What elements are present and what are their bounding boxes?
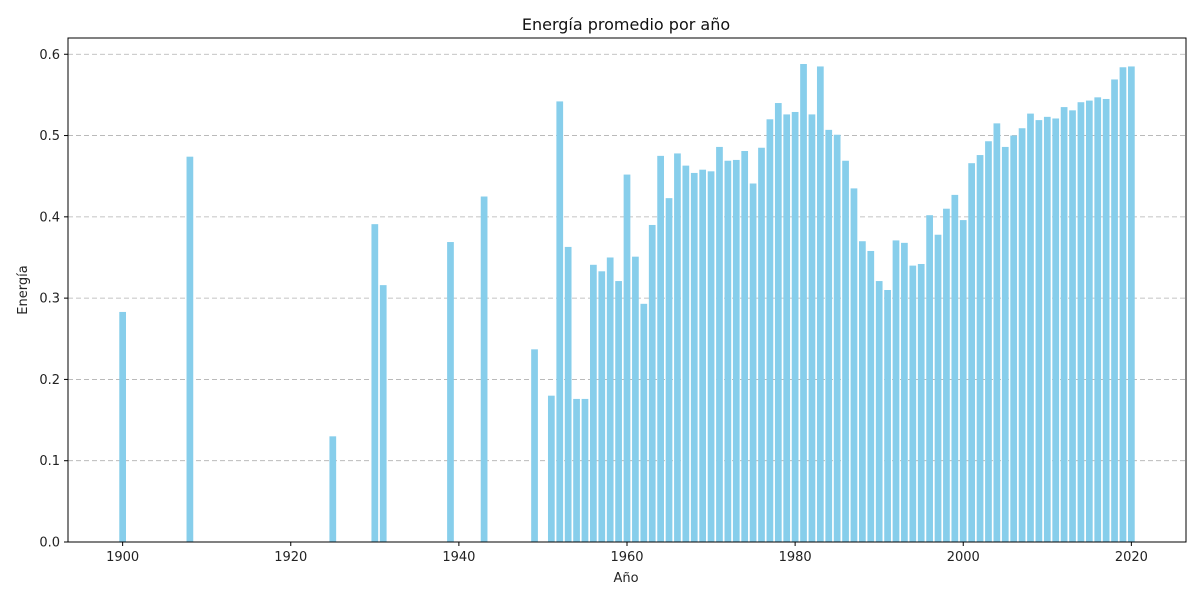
x-tick-label: 1940 (442, 550, 475, 565)
bar (1018, 128, 1026, 543)
y-tick-label: 0.2 (39, 373, 60, 388)
bar (615, 281, 622, 542)
bar (632, 256, 639, 542)
bar (758, 147, 765, 542)
bar (623, 174, 631, 542)
bar (774, 103, 782, 542)
bar (884, 290, 891, 542)
bar (447, 242, 454, 543)
bar (1094, 97, 1102, 543)
bar (901, 242, 908, 542)
bar (665, 198, 673, 542)
bar (648, 224, 656, 542)
x-tick-label: 1920 (274, 550, 307, 565)
bar (766, 119, 774, 543)
bar (917, 263, 925, 542)
bar (816, 66, 824, 543)
bar (119, 311, 127, 542)
bar (573, 398, 580, 542)
bar (968, 163, 976, 542)
bar (1119, 67, 1127, 542)
bar (1052, 118, 1060, 542)
y-tick-label: 0.0 (39, 536, 60, 551)
bar (590, 264, 597, 542)
bar (1043, 116, 1051, 542)
bar (598, 271, 606, 542)
bar (1027, 113, 1034, 542)
bar (564, 246, 572, 542)
bar (657, 155, 664, 542)
bar (379, 285, 387, 542)
bar (547, 395, 555, 542)
bar (531, 349, 538, 542)
bar (875, 281, 883, 542)
y-tick-label: 0.4 (39, 210, 60, 225)
x-axis-ticks: 1900 1920 1940 1960 1980 2000 2020 (106, 542, 1148, 565)
bar (699, 169, 707, 543)
bar (674, 153, 681, 542)
bar (926, 215, 933, 543)
bar (833, 134, 841, 543)
y-tick-label: 0.1 (39, 454, 60, 469)
x-tick-label: 1900 (106, 550, 139, 565)
bar (556, 101, 564, 543)
bar (480, 196, 488, 543)
bar (909, 265, 917, 542)
bar (716, 146, 723, 543)
bar (842, 160, 849, 542)
bar (959, 220, 967, 542)
bar (800, 64, 807, 542)
bar (976, 155, 984, 543)
bar (581, 398, 589, 542)
x-tick-label: 1960 (610, 550, 643, 565)
bar (329, 436, 337, 542)
bar (1127, 66, 1135, 543)
bar (1085, 100, 1093, 542)
bar (640, 303, 648, 542)
x-axis-label: Año (613, 571, 638, 586)
bar (682, 165, 690, 543)
bar (732, 159, 740, 542)
bar (690, 172, 698, 542)
bar (1001, 146, 1009, 543)
bar (1077, 102, 1085, 542)
bar (985, 141, 992, 542)
y-axis-label: Energía (16, 265, 31, 314)
bars-group (119, 64, 1135, 543)
bar (1010, 135, 1018, 542)
x-tick-label: 2000 (947, 550, 980, 565)
y-tick-label: 0.6 (39, 48, 60, 63)
bar (943, 208, 950, 543)
bar (707, 171, 715, 542)
bar (1035, 120, 1043, 543)
x-tick-label: 2020 (1115, 550, 1148, 565)
bar (749, 183, 757, 542)
bar (186, 156, 194, 542)
bar (1111, 79, 1118, 542)
bar (1069, 110, 1076, 542)
bar (951, 194, 959, 542)
bar (606, 257, 614, 542)
bar (741, 150, 749, 543)
bar (892, 240, 900, 542)
chart-title: Energía promedio por año (522, 15, 730, 34)
bar (808, 114, 816, 542)
y-tick-label: 0.3 (39, 292, 60, 307)
bar (371, 224, 379, 542)
bar (783, 114, 791, 542)
y-axis-ticks: 0.0 0.1 0.2 0.3 0.4 0.5 0.6 (39, 48, 68, 551)
bar (859, 241, 866, 542)
y-tick-label: 0.5 (39, 129, 60, 144)
bar (934, 234, 942, 542)
bar (825, 129, 833, 542)
x-tick-label: 1980 (779, 550, 812, 565)
bar (791, 111, 799, 543)
bar (1102, 98, 1110, 542)
bar (724, 160, 732, 542)
bar (1060, 107, 1068, 542)
bar (867, 250, 875, 542)
bar (993, 123, 1001, 543)
bar (850, 188, 858, 543)
